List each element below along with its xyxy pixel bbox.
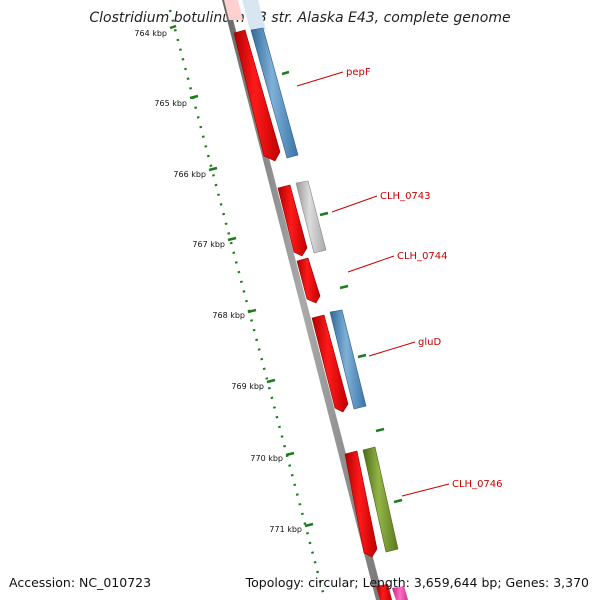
gene-block-olive[interactable]: [362, 446, 399, 553]
tick-768: [247, 308, 257, 314]
tick-label: 767 kbp: [192, 240, 225, 249]
gene-labels: pepF CLH_0743 CLH_0744 gluD CLH_0746: [346, 67, 503, 490]
tick-769: [266, 378, 276, 384]
tick-label: 771 kbp: [269, 525, 302, 534]
gene-block-blue[interactable]: [329, 309, 367, 410]
gene-label-CLH_0744[interactable]: CLH_0744: [397, 251, 448, 262]
gene-label-pepF[interactable]: pepF: [346, 67, 371, 78]
tick-766: [208, 166, 218, 172]
tick-765: [189, 94, 199, 100]
outer-tick: [375, 427, 385, 433]
tick-labels: 764 kbp 765 kbp 766 kbp 767 kbp 768 kbp …: [134, 29, 302, 534]
faded-feature-top: [242, 0, 266, 30]
outer-tick: [319, 211, 329, 217]
gene-arrow-red[interactable]: [296, 257, 321, 304]
tick-770: [285, 451, 295, 457]
outer-tick: [357, 353, 367, 359]
gene-CLH_0746[interactable]: [344, 446, 399, 558]
ruler: [168, 9, 327, 600]
tick-label: 764 kbp: [134, 29, 167, 38]
gene-arrow-red[interactable]: [277, 184, 308, 257]
partial-feature-bottom: [392, 586, 408, 600]
gene-label-gluD[interactable]: gluD: [418, 337, 441, 348]
outer-tick: [281, 70, 290, 76]
gene-label-CLH_0743[interactable]: CLH_0743: [380, 191, 431, 202]
tick-764: [169, 24, 177, 30]
tick-label: 769 kbp: [231, 382, 264, 391]
gene-label-CLH_0746[interactable]: CLH_0746: [452, 479, 503, 490]
tick-label: 770 kbp: [250, 454, 283, 463]
gene-arrow-red[interactable]: [233, 29, 281, 162]
faded-feature-top: [224, 0, 243, 20]
outer-ticks: [281, 70, 403, 504]
tick-label: 768 kbp: [212, 311, 245, 320]
gene-gluD[interactable]: [311, 309, 367, 413]
gene-pepF[interactable]: [233, 27, 299, 162]
tick-label: 766 kbp: [173, 170, 206, 179]
tick-767: [227, 236, 237, 242]
gene-block-blue[interactable]: [250, 27, 299, 159]
tick-771: [304, 522, 314, 528]
callout-line: [347, 255, 395, 273]
genome-title: Clostridium botulinum E3 str. Alaska E43…: [89, 10, 511, 26]
gene-arrow-red[interactable]: [344, 450, 378, 558]
gene-block-gray[interactable]: [295, 180, 327, 254]
outer-tick: [339, 284, 349, 290]
tick-label: 765 kbp: [154, 99, 187, 108]
callout-line: [331, 195, 378, 213]
outer-tick: [393, 498, 403, 504]
genome-summary-text: Topology: circular; Length: 3,659,644 bp…: [245, 575, 589, 590]
gene-CLH_0743[interactable]: [277, 180, 327, 257]
ruler-line: [168, 9, 327, 600]
accession-text: Accession: NC_010723: [9, 575, 152, 590]
gene-CLH_0744[interactable]: [296, 257, 321, 304]
label-lines: [296, 71, 450, 497]
gene-arrow-red[interactable]: [311, 314, 349, 413]
partial-feature-bottom: [376, 584, 392, 600]
callout-line: [368, 341, 416, 357]
callout-line: [401, 483, 450, 497]
callout-line: [296, 71, 344, 87]
